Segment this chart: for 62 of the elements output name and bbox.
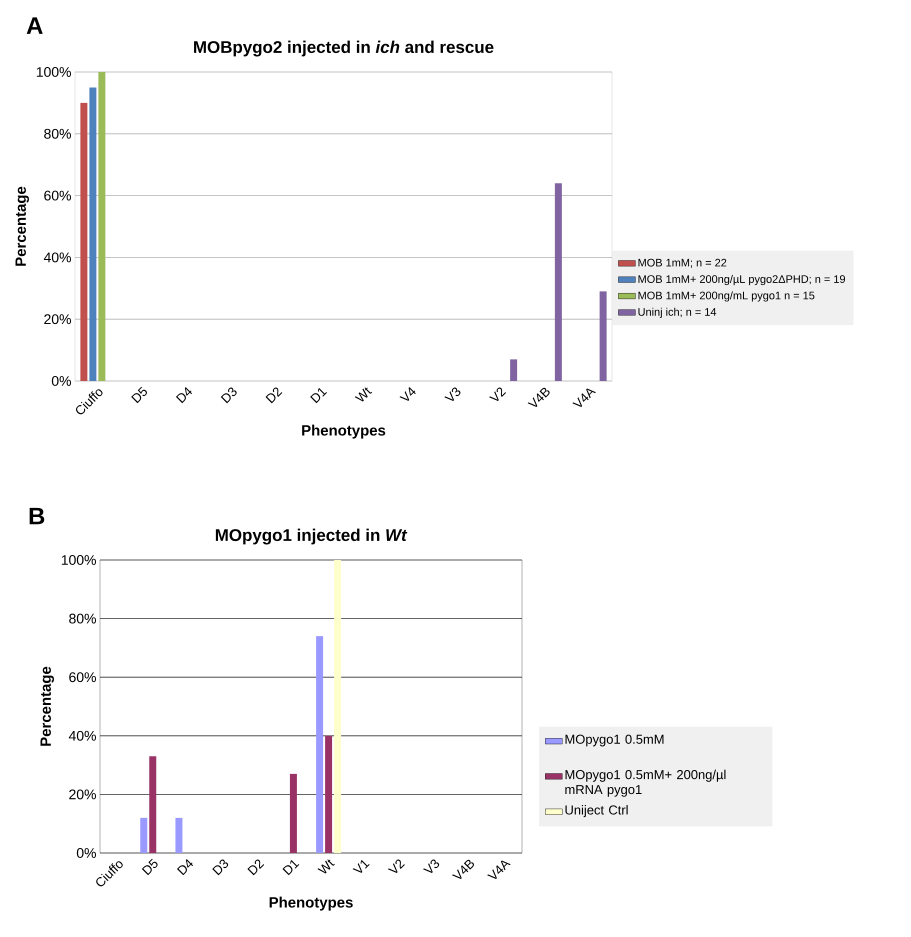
- x-tick-label: V3: [444, 388, 460, 401]
- x-tick-label: V4B: [528, 388, 550, 407]
- y-tick-label: 80%: [44, 128, 71, 139]
- y-tick-label: 0%: [76, 848, 96, 858]
- x-axis-title: Phenotypes: [270, 896, 353, 911]
- chart-title: MOBpygo2 injected in ich and rescue: [194, 40, 494, 56]
- y-axis-title: Percentage: [16, 186, 29, 266]
- x-tick-label: V4: [399, 387, 416, 401]
- x-tick-label: D1: [282, 860, 300, 876]
- x-tick-label: D2: [266, 388, 282, 404]
- bar: [175, 818, 182, 853]
- legend-label: MOB 1mM+ 200ng/mL pygo1 n = 15: [638, 291, 814, 302]
- y-tick-label: 60%: [44, 190, 71, 201]
- y-tick-label: 100%: [62, 555, 96, 565]
- x-tick-label: D3: [212, 860, 228, 876]
- x-tick-label: V4B: [452, 860, 474, 879]
- y-tick-label: 20%: [44, 314, 71, 324]
- x-tick-label: D4: [176, 387, 192, 404]
- legend-label: Uniject Ctrl: [565, 805, 628, 818]
- text: A: [26, 17, 43, 34]
- x-tick-label: V4A: [572, 388, 596, 407]
- x-tick-label: V2: [489, 388, 506, 401]
- x-tick-label: Wt: [317, 859, 335, 874]
- legend-label: MOB 1mM; n = 22: [638, 258, 726, 268]
- y-tick-label: 60%: [69, 672, 96, 682]
- legend-label: Uninj ich; n = 14: [638, 308, 716, 318]
- bar: [334, 560, 342, 853]
- x-tick-label: Wt: [354, 387, 372, 402]
- x-tick-label: D5: [131, 386, 147, 404]
- bar: [316, 636, 324, 853]
- x-tick-label: V4A: [487, 860, 511, 879]
- x-axis-title: Phenotypes: [302, 424, 386, 439]
- y-tick-label: 40%: [44, 252, 71, 262]
- y-axis-title: Percentage: [40, 666, 54, 746]
- bar: [325, 736, 332, 853]
- chart-title: MOpygo1 injected in Wt: [216, 528, 408, 545]
- x-tick-label: V2: [388, 860, 405, 873]
- y-tick-label: 40%: [68, 730, 96, 741]
- x-tick-label: V1: [352, 860, 370, 873]
- bar: [140, 818, 148, 853]
- bar: [80, 102, 88, 381]
- y-tick-label: 20%: [69, 789, 96, 800]
- bar: [554, 183, 562, 381]
- legend-label: MOpygo1 0.5mM: [566, 734, 664, 746]
- bar: [600, 291, 607, 381]
- x-tick-label: D3: [220, 388, 237, 404]
- x-tick-label: D1: [310, 388, 327, 404]
- x-tick-label: D2: [247, 860, 264, 876]
- bar: [290, 774, 297, 853]
- x-tick-label: V3: [423, 860, 440, 873]
- bar: [89, 87, 96, 381]
- x-tick-label: D5: [142, 858, 158, 876]
- legend-label: MOpygo1 0.5mM+ 200ng/µl mRNA pygo1: [565, 770, 726, 797]
- bar: [510, 359, 518, 381]
- legend-label: MOB 1mM+ 200ng/µL pygo2ΔPHD; n = 19: [638, 274, 846, 286]
- bar: [98, 72, 106, 381]
- y-tick-label: 100%: [36, 67, 71, 77]
- y-tick-label: 80%: [69, 614, 96, 624]
- y-tick-label: 0%: [52, 376, 71, 386]
- x-tick-label: D4: [176, 859, 194, 876]
- text: B: [30, 508, 44, 524]
- bar: [149, 756, 156, 853]
